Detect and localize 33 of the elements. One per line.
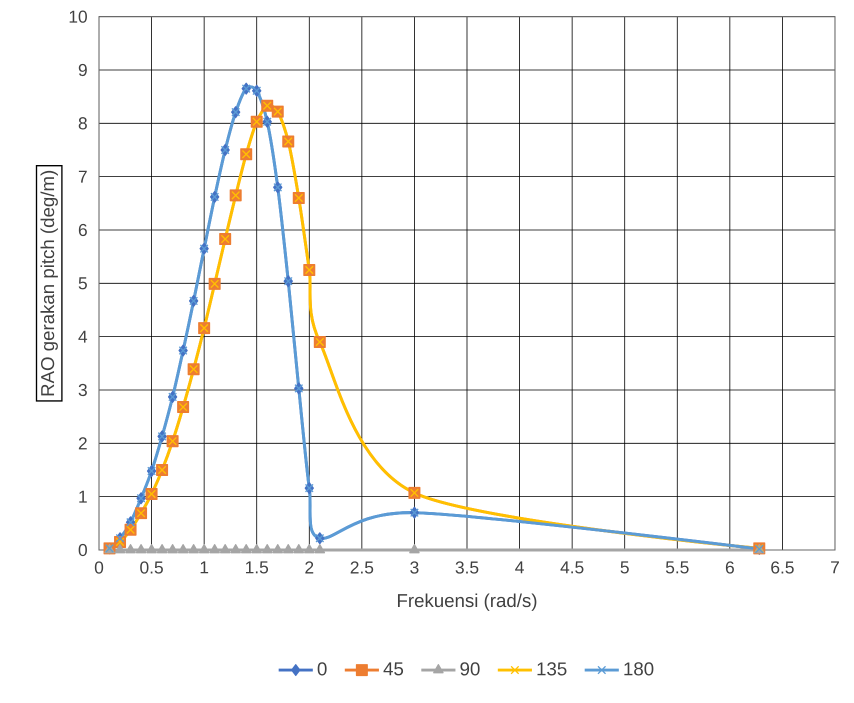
x-tick-label: 0.5 — [140, 561, 163, 574]
x-tick-label: 2.5 — [350, 561, 374, 574]
y-tick-label: 8 — [78, 117, 87, 130]
y-tick-label: 7 — [78, 170, 87, 183]
y-tick-label: 3 — [78, 384, 87, 396]
legend-label: 0 — [318, 662, 327, 676]
x-tick-label: 1.5 — [246, 561, 268, 574]
y-tick-label: 9 — [78, 64, 87, 76]
y-tick-label: 0 — [78, 544, 87, 556]
legend-label: 90 — [460, 662, 480, 676]
x-tick-label: 5.5 — [666, 561, 689, 574]
y-tick-label: 10 — [70, 10, 87, 23]
x-tick-label: 0 — [94, 561, 104, 574]
x-tick-label: 2 — [305, 561, 314, 574]
y-tick-label: 2 — [78, 437, 87, 450]
x-tick-label: 4 — [515, 561, 524, 574]
legend-label: 45 — [383, 662, 404, 676]
x-tick-label: 1 — [200, 561, 208, 574]
x-tick-label: 6 — [726, 561, 734, 574]
legend-label: 135 — [538, 662, 566, 676]
x-tick-label: 5 — [620, 561, 629, 574]
x-tick-label: 4.5 — [560, 561, 584, 574]
y-axis-title: RAO gerakan pitch (deg/m) — [40, 170, 58, 396]
y-tick-label: 6 — [78, 224, 87, 236]
x-axis-title: Frekuensi (rad/s) — [398, 593, 536, 611]
x-tick-label: 6.5 — [771, 561, 794, 574]
x-tick-label: 3.5 — [456, 561, 478, 574]
y-tick-label: 5 — [78, 277, 87, 290]
x-tick-label: 3 — [410, 561, 418, 574]
legend-label: 180 — [624, 662, 654, 676]
y-tick-label: 4 — [78, 330, 88, 343]
y-tick-label: 1 — [79, 490, 87, 503]
x-tick-label: 7 — [831, 561, 839, 574]
